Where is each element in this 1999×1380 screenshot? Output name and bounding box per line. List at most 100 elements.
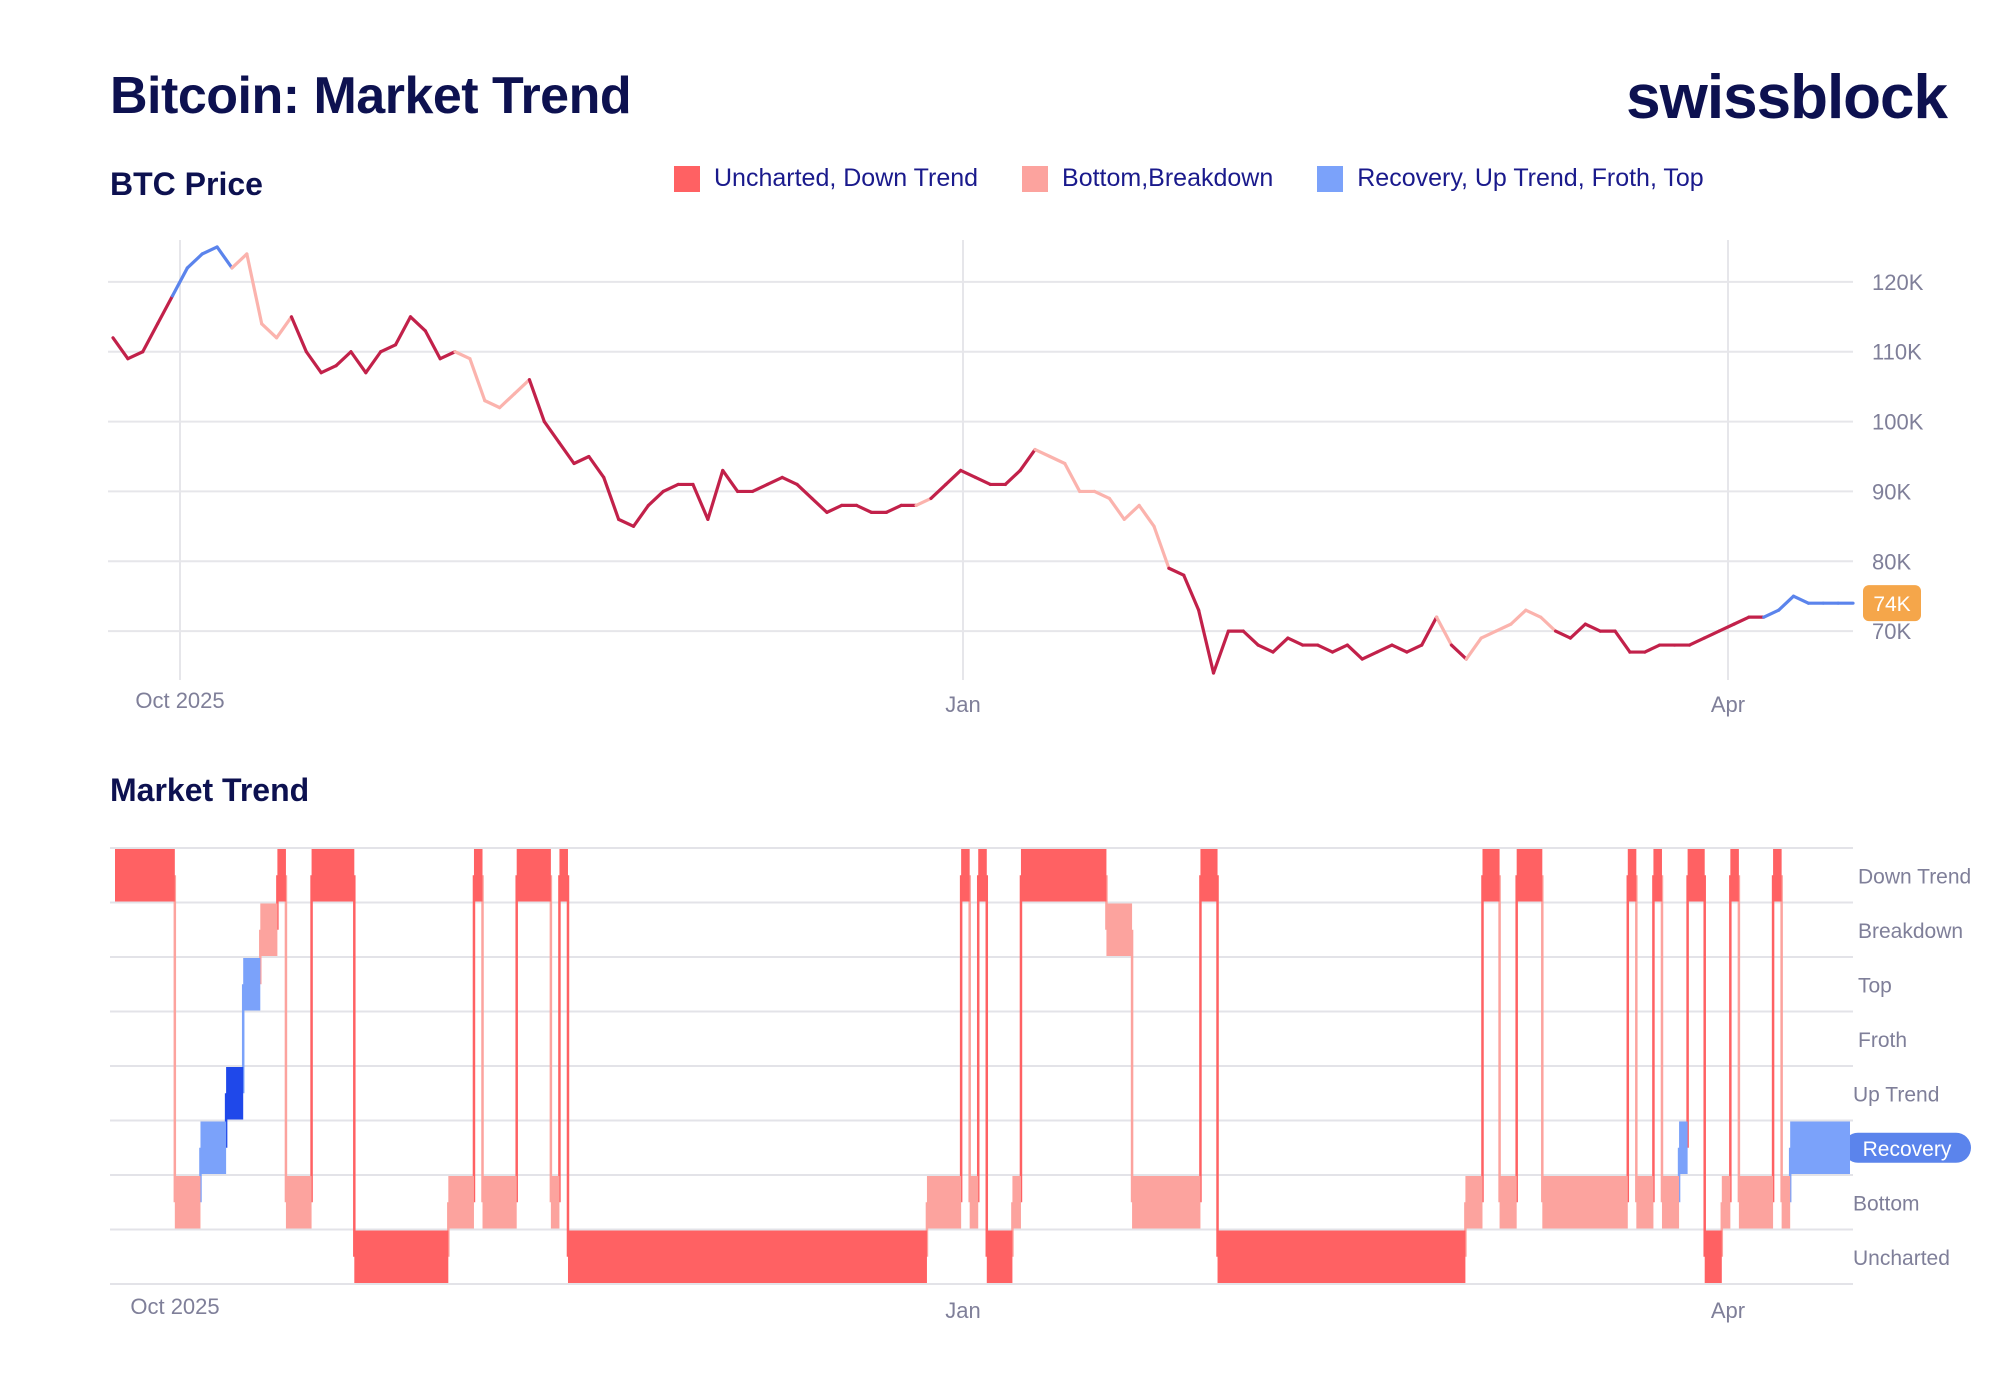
price-line-segment	[1583, 622, 1602, 633]
trend-segment	[448, 1176, 474, 1229]
trend-segment	[1773, 849, 1782, 902]
trend-level-label: Top	[1858, 974, 1892, 997]
price-line-segment	[1167, 566, 1186, 577]
price-line-segment	[617, 517, 636, 528]
price-y-tick: 100K	[1872, 410, 1924, 435]
price-line-segment	[260, 322, 279, 340]
trend-segment	[978, 849, 987, 902]
price-line-segment	[1732, 615, 1751, 626]
price-line-segment	[1494, 622, 1513, 633]
price-chart: 120K 110K 100K 90K 80K 70K Oct 2025 Jan Apr 74K	[108, 240, 1924, 717]
price-y-tick: 120K	[1872, 270, 1924, 295]
price-line-segment	[1643, 643, 1662, 654]
trend-segment	[1781, 1176, 1791, 1229]
price-line-segment	[706, 468, 725, 521]
price-line-segment	[1702, 629, 1721, 640]
trend-level-label: Froth	[1858, 1029, 1907, 1052]
price-line-segment	[1241, 629, 1260, 647]
price-line-segment	[795, 482, 814, 501]
price-line-segment	[111, 336, 130, 361]
current-level-pill	[1843, 1132, 1971, 1163]
price-line-segment	[1449, 643, 1468, 661]
trend-segment	[1132, 1176, 1201, 1229]
trend-segment	[1704, 1230, 1722, 1283]
trend-segment	[1482, 849, 1500, 902]
price-line-segment	[200, 245, 219, 256]
price-line-segment	[1568, 622, 1587, 640]
price-line-segment	[750, 482, 769, 494]
trend-segment	[200, 1121, 227, 1174]
price-line-segment	[126, 350, 145, 361]
price-line-segment	[304, 350, 323, 375]
price-line-segment	[334, 350, 353, 368]
price-chart-title: BTC Price	[110, 166, 263, 202]
trend-segment	[1790, 1121, 1850, 1174]
trend-segment	[243, 958, 261, 1011]
swissblock-logo: swissblock	[1626, 63, 1948, 132]
legend-item-recovery[interactable]: Recovery, Up Trend, Froth, Top	[1317, 164, 1704, 193]
price-line-segment	[973, 475, 993, 487]
price-line-segment	[468, 357, 487, 403]
trend-segment	[1012, 1176, 1021, 1229]
trend-level-label: Up Trend	[1853, 1083, 1939, 1106]
trend-segment	[1661, 1176, 1680, 1229]
price-line-segment	[1464, 636, 1483, 661]
trend-segment	[473, 849, 483, 902]
price-line-segment	[289, 315, 308, 354]
trend-segment	[174, 1176, 201, 1229]
trend-segment	[1627, 849, 1637, 902]
trend-segment	[1679, 1121, 1688, 1174]
price-line-segment	[810, 496, 829, 514]
price-line-segment	[1137, 503, 1156, 528]
price-line-segment	[1003, 468, 1022, 487]
trend-segment	[1499, 1176, 1517, 1229]
legend: Uncharted, Down Trend Bottom,Breakdown R…	[674, 164, 1704, 193]
trend-segment	[1730, 849, 1739, 902]
trend-segment	[1106, 903, 1133, 956]
trend-segment	[226, 1067, 244, 1120]
price-y-tick: 110K	[1872, 340, 1922, 365]
price-line-segment	[929, 482, 948, 501]
price-line-segment	[1063, 461, 1082, 494]
price-line-segment	[1211, 629, 1230, 675]
price-line-segment	[1107, 496, 1126, 521]
price-line-segment	[1286, 636, 1305, 647]
price-x-tick: Oct 2025	[135, 688, 224, 713]
trend-segment	[1200, 849, 1218, 902]
price-line-segment	[512, 378, 532, 396]
trend-segment	[559, 849, 568, 902]
trend-segment	[1687, 849, 1705, 902]
last-price-label: 74K	[1873, 593, 1910, 616]
price-line-segment	[274, 315, 294, 340]
price-line-segment	[1509, 608, 1528, 626]
price-line-segment	[631, 503, 650, 528]
price-line-segment	[884, 503, 903, 514]
price-line-segment	[1033, 447, 1052, 459]
price-line-segment	[1330, 643, 1349, 654]
trend-segment	[277, 849, 286, 902]
trend-segment	[1217, 1230, 1466, 1283]
price-line-segment	[156, 294, 175, 326]
price-line-segment	[438, 350, 457, 361]
price-line-segment	[542, 419, 561, 445]
price-line-segment	[1197, 608, 1216, 675]
legend-swatch-recovery	[1317, 165, 1344, 192]
price-line-segment	[1479, 629, 1498, 640]
price-line-segment	[1048, 454, 1067, 466]
trend-level-label: Down Trend	[1858, 865, 1971, 888]
price-line-segment	[691, 482, 710, 521]
price-line-segment	[1539, 615, 1558, 633]
price-line-segment	[1777, 594, 1796, 612]
price-line-segment	[1687, 636, 1706, 647]
price-line-segment	[408, 315, 427, 333]
legend-swatch-bottom	[1022, 165, 1049, 192]
price-line-segment	[1762, 608, 1781, 619]
legend-item-bottom[interactable]: Bottom,Breakdown	[1022, 164, 1273, 193]
trend-segment	[1465, 1176, 1483, 1229]
legend-item-downtrend[interactable]: Uncharted, Down Trend	[674, 164, 978, 193]
last-price-badge	[1863, 585, 1921, 622]
price-line-segment	[1345, 643, 1364, 661]
legend-label-recovery: Recovery, Up Trend, Froth, Top	[1357, 164, 1704, 192]
price-line-segment	[170, 266, 189, 298]
